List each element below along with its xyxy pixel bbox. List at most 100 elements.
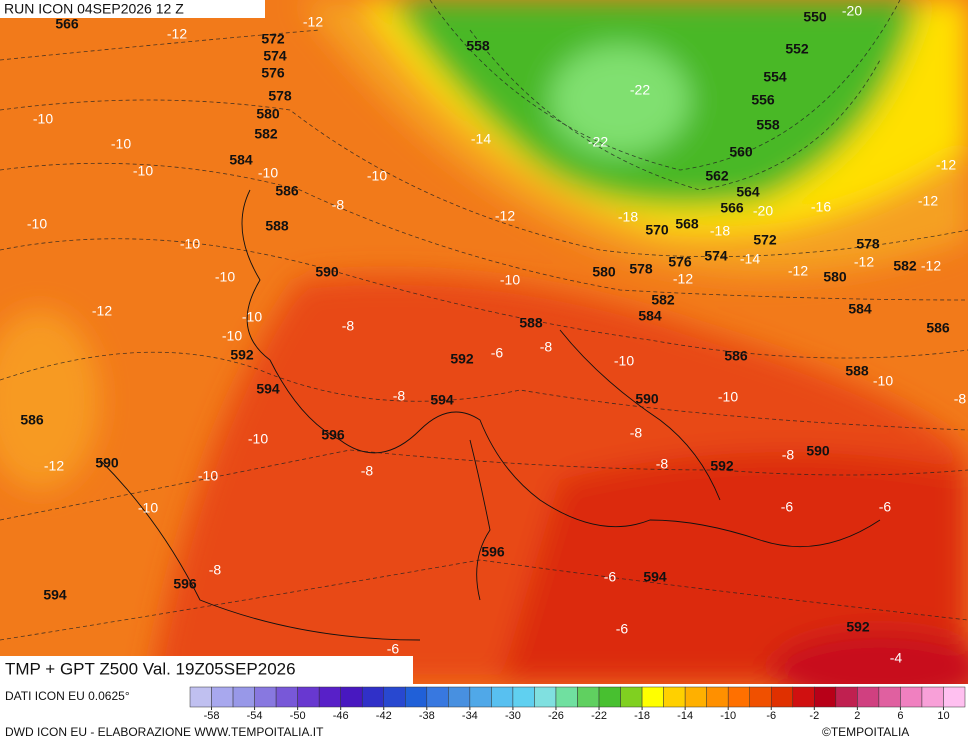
geopotential-label: 584 [638, 308, 662, 324]
geopotential-label: 550 [803, 9, 827, 25]
colorbar-tick-label: -38 [419, 710, 435, 722]
geopotential-label: 592 [710, 458, 734, 474]
temperature-label: -8 [954, 391, 967, 407]
colorbar-swatch [534, 686, 557, 708]
temperature-label: -22 [588, 134, 608, 150]
colorbar-swatch [555, 686, 578, 708]
geopotential-label: 594 [430, 392, 454, 408]
temperature-label: -12 [167, 26, 187, 42]
geopotential-label: 554 [763, 69, 787, 85]
temperature-label: -12 [921, 258, 941, 274]
temperature-label: -12 [92, 303, 112, 319]
colorbar-swatch [663, 686, 686, 708]
geopotential-label: 590 [806, 443, 830, 459]
geopotential-label: 590 [635, 391, 659, 407]
geopotential-label: 558 [756, 117, 780, 133]
temperature-label: -10 [27, 216, 47, 232]
temperature-label: -12 [918, 193, 938, 209]
colorbar-swatch [383, 686, 406, 708]
colorbar-swatch [469, 686, 492, 708]
geopotential-label: 588 [265, 218, 289, 234]
colorbar-tick-label: 2 [854, 710, 860, 722]
colorbar-tick-label: -46 [333, 710, 349, 722]
geopotential-label: 584 [229, 152, 253, 168]
colorbar-swatch [426, 686, 449, 708]
geopotential-label: 576 [261, 65, 285, 81]
geopotential-label: 578 [268, 88, 292, 104]
geopotential-label: 552 [785, 41, 809, 57]
colorbar-swatch [921, 686, 944, 708]
geopotential-label: 576 [668, 254, 692, 270]
geopotential-label: 586 [724, 348, 748, 364]
geopotential-label: 558 [466, 38, 490, 54]
temperature-label: -10 [242, 309, 262, 325]
temperature-label: -14 [471, 131, 491, 147]
geopotential-label: 574 [263, 48, 287, 64]
geopotential-label: 594 [256, 381, 280, 397]
colorbar-swatch [598, 686, 621, 708]
colorbar-swatch [684, 686, 707, 708]
colorbar-swatch [878, 686, 901, 708]
geopotential-label: 564 [736, 184, 760, 200]
temperature-label: -6 [616, 621, 629, 637]
colorbar-swatch [297, 686, 320, 708]
colorbar-swatch [792, 686, 815, 708]
colorbar-swatch [512, 686, 535, 708]
temperature-label: -10 [198, 468, 218, 484]
geopotential-label: 572 [753, 232, 777, 248]
temperature-label: -18 [710, 223, 730, 239]
geopotential-label: 592 [846, 619, 870, 635]
geopotential-label: 586 [275, 183, 299, 199]
geopotential-label: 582 [893, 258, 917, 274]
geopotential-label: 596 [173, 576, 197, 592]
temperature-label: -10 [138, 500, 158, 516]
colorbar-swatch [943, 686, 966, 708]
geopotential-label: 596 [481, 544, 505, 560]
temperature-label: -6 [781, 499, 794, 515]
title-box [0, 656, 413, 684]
colorbar-tick-label: 10 [937, 710, 949, 722]
geopotential-label: 580 [256, 106, 280, 122]
colorbar-swatch [361, 686, 385, 708]
colorbar-swatch [275, 686, 298, 708]
temperature-label: -10 [248, 431, 268, 447]
map-title: TMP + GPT Z500 Val. 19Z05SEP2026 [5, 659, 296, 678]
temperature-label: -10 [180, 236, 200, 252]
geopotential-label: 566 [720, 200, 744, 216]
temperature-label: -10 [718, 389, 738, 405]
geopotential-label: 568 [675, 216, 699, 232]
temperature-label: -12 [673, 271, 693, 287]
colorbar-tick-label: -50 [290, 710, 306, 722]
geopotential-label: 580 [823, 269, 847, 285]
colorbar-tick-label: -58 [204, 710, 220, 722]
temperature-label: -10 [111, 136, 131, 152]
colorbar-swatch [900, 686, 923, 708]
colorbar-swatch [620, 686, 643, 708]
colorbar-swatch [835, 686, 858, 708]
temperature-label: -12 [303, 14, 323, 30]
temperature-label: -22 [630, 82, 650, 98]
colorbar-tick-label: -18 [634, 710, 650, 722]
geopotential-label: 592 [230, 347, 254, 363]
temperature-label: -10 [33, 111, 53, 127]
geopotential-label: 592 [450, 351, 474, 367]
temperature-label: -12 [936, 157, 956, 173]
colorbar-swatch [211, 686, 234, 708]
colorbar-swatch [706, 686, 729, 708]
temperature-label: -14 [740, 251, 760, 267]
geopotential-label: 582 [254, 126, 278, 142]
colorbar-tick-label: -22 [591, 710, 607, 722]
colorbar-swatch [318, 686, 341, 708]
temperature-label: -6 [604, 569, 617, 585]
geopotential-label: 562 [705, 168, 729, 184]
colorbar-swatch [232, 686, 255, 708]
coastlines [99, 189, 881, 641]
colorbar-swatch [448, 686, 471, 708]
colorbar-swatch [189, 686, 212, 708]
colorbar-tick-label: -26 [548, 710, 564, 722]
geopotential-label: 584 [848, 301, 872, 317]
temperature-label: -8 [540, 339, 553, 355]
temperature-label: -10 [133, 163, 153, 179]
temperature-label: -18 [618, 209, 638, 225]
